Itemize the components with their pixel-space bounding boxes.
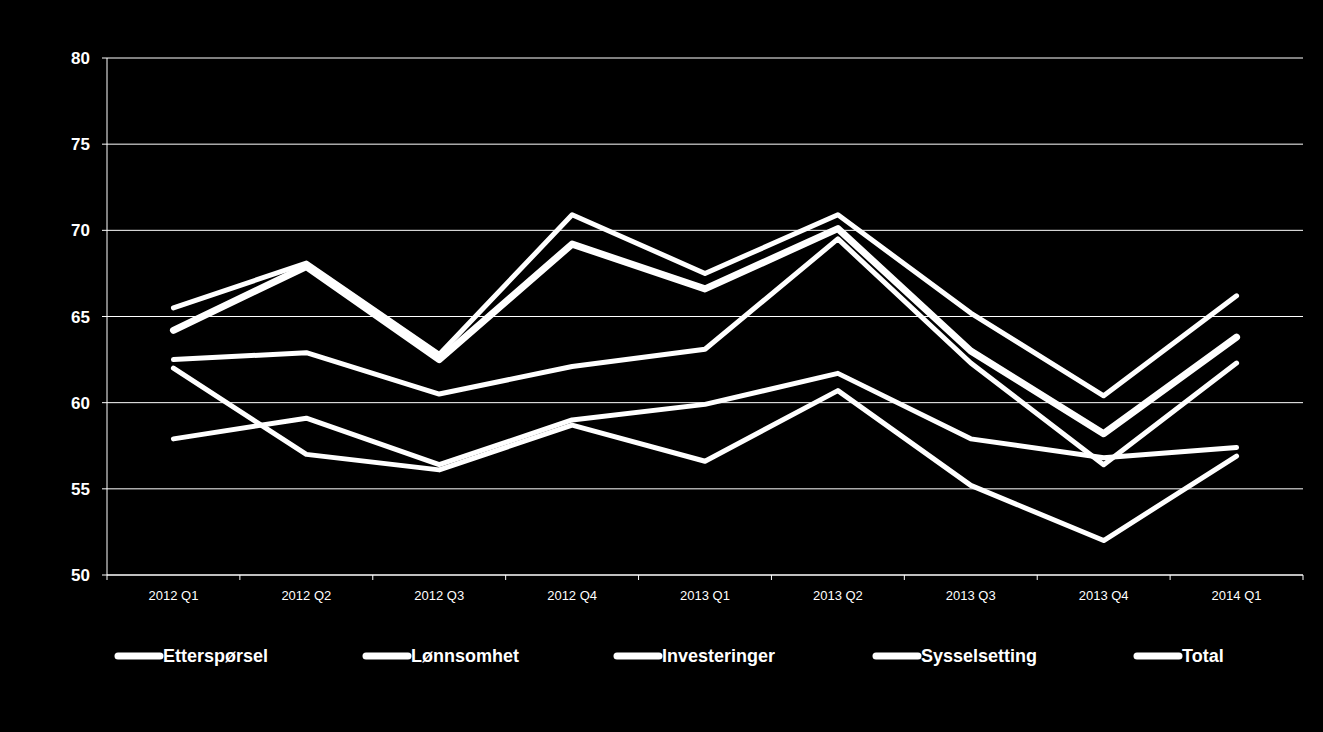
y-tick-label: 70 xyxy=(71,221,90,240)
x-tick-separator xyxy=(1170,575,1171,580)
x-tick-separator xyxy=(372,575,373,580)
chart: 50 55 60 65 70 75 80 2012 Q1 2012 Q2 2012 Q3 2012 … xyxy=(0,0,1323,732)
y-tick-label: 65 xyxy=(71,308,90,327)
x-tick-separator xyxy=(505,575,506,580)
x-tick-label: 2013 Q1 xyxy=(680,588,730,603)
y-tick xyxy=(102,58,107,59)
legend-swatch xyxy=(118,653,160,660)
legend-swatch xyxy=(1137,653,1179,660)
x-axis xyxy=(107,575,1303,576)
legend-swatch xyxy=(366,653,408,660)
legend-label: Total xyxy=(1182,646,1224,666)
x-tick-separator xyxy=(239,575,240,580)
y-tick-label: 55 xyxy=(71,480,90,499)
x-tick-separator xyxy=(904,575,905,580)
grid-line xyxy=(107,575,1303,576)
legend-label: Etterspørsel xyxy=(163,646,268,666)
background xyxy=(0,0,1323,732)
series-line xyxy=(173,215,1236,396)
y-axis xyxy=(107,58,108,575)
x-tick-label: 2012 Q1 xyxy=(149,588,199,603)
y-tick xyxy=(102,402,107,403)
x-tick-label: 2014 Q1 xyxy=(1212,588,1262,603)
x-tick-separator xyxy=(638,575,639,580)
y-tick-label: 80 xyxy=(71,49,90,68)
grid-line xyxy=(107,144,1303,145)
x-tick-label: 2013 Q3 xyxy=(946,588,996,603)
x-tick-label: 2012 Q4 xyxy=(547,588,597,603)
y-tick xyxy=(102,575,107,576)
x-tick-label: 2013 Q2 xyxy=(813,588,863,603)
y-tick-label: 75 xyxy=(71,135,90,154)
y-tick xyxy=(102,488,107,489)
legend-label: Lønnsomhet xyxy=(411,646,519,666)
y-tick-label: 60 xyxy=(71,394,90,413)
x-tick-separator xyxy=(1037,575,1038,580)
y-tick-label: 50 xyxy=(71,566,90,585)
x-tick-label: 2012 Q2 xyxy=(281,588,331,603)
x-tick-separator xyxy=(1303,575,1304,580)
y-tick xyxy=(102,316,107,317)
x-tick-label: 2012 Q3 xyxy=(414,588,464,603)
legend-swatch xyxy=(617,653,659,660)
grid-line xyxy=(107,488,1303,489)
grid-line xyxy=(107,230,1303,231)
y-tick xyxy=(102,230,107,231)
series-group xyxy=(173,215,1236,541)
legend-swatch xyxy=(876,653,918,660)
x-tick-separator xyxy=(771,575,772,580)
legend-label: Investeringer xyxy=(662,646,775,666)
legend-label: Sysselsetting xyxy=(921,646,1037,666)
y-tick xyxy=(102,144,107,145)
grid-line xyxy=(107,58,1303,59)
series-line xyxy=(173,368,1236,540)
x-tick-label: 2013 Q4 xyxy=(1079,588,1129,603)
x-tick-separator xyxy=(107,575,108,580)
series-line xyxy=(173,229,1236,434)
series-line xyxy=(173,239,1236,465)
grid-line xyxy=(107,316,1303,317)
